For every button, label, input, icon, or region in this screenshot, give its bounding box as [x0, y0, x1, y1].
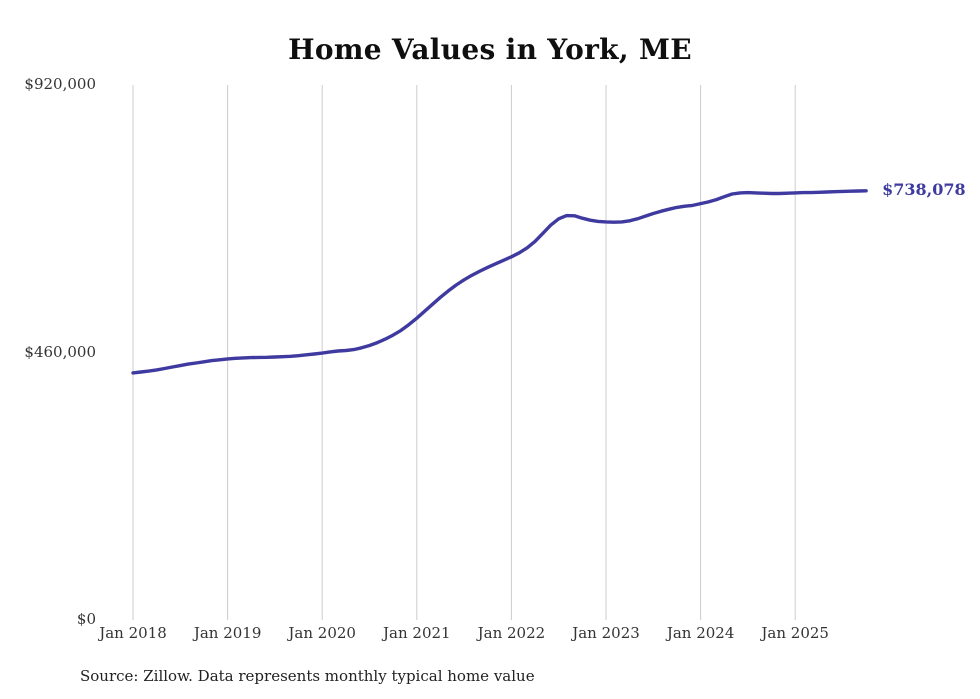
x-axis-tick-label: Jan 2019: [193, 624, 262, 642]
y-axis-tick-label: $0: [76, 610, 96, 628]
latest-value-label: $738,078: [882, 179, 966, 199]
x-axis-tick-label: Jan 2021: [383, 624, 451, 642]
source-note: Source: Zillow. Data represents monthly …: [80, 667, 535, 685]
x-axis-tick-label: Jan 2020: [288, 624, 356, 642]
x-axis-tick-label: Jan 2024: [666, 624, 735, 642]
x-axis-tick-label: Jan 2018: [99, 624, 167, 642]
home-value-line: [131, 189, 868, 375]
y-axis-tick-label: $460,000: [24, 342, 96, 361]
chart-title: Home Values in York, ME: [288, 33, 692, 66]
x-axis-tick-label: Jan 2022: [477, 624, 546, 642]
x-axis-tick-label: Jan 2023: [572, 624, 640, 642]
y-axis-tick-label: $920,000: [24, 75, 96, 93]
x-axis-tick-label: Jan 2025: [761, 624, 829, 642]
